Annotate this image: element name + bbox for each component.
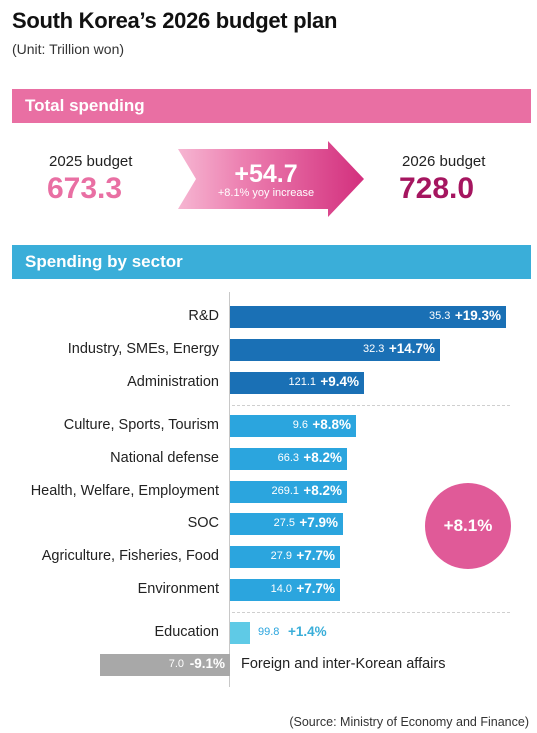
sector-bar: 27.9 +7.7% [230,546,340,568]
sector-label: Industry, SMEs, Energy [67,341,219,357]
sector-bar: 7.0 -9.1% [100,654,230,676]
bar-change-label: +7.9% [299,515,338,530]
bar-change-label: +8.2% [303,483,342,498]
bar-budget-value: 99.8 [258,626,280,638]
sector-bar: 27.5 +7.9% [230,513,343,535]
increase-arrow-icon [178,141,364,217]
bar-change-label: +1.4% [288,624,327,639]
spending-by-sector-band: Spending by sector [12,245,531,279]
bar-change-label: -9.1% [189,656,225,671]
group-separator [232,612,510,613]
sector-bar: 269.1 +8.2% [230,481,347,503]
increase-note: +8.1% yoy increase [217,187,315,199]
budget-2025-value: 673.3 [47,172,123,205]
bar-budget-value: 66.3 [277,452,299,464]
sector-bar: 9.6 +8.8% [230,415,356,437]
bar-budget-value: 27.5 [273,517,295,529]
sector-label: SOC [187,515,219,531]
bar-change-label: +7.7% [296,581,335,596]
overall-change-circle: +8.1% [425,483,511,569]
chart-title: South Korea’s 2026 budget plan [12,8,338,33]
sector-label: Education [154,624,220,640]
budget-2026-label: 2026 budget [402,153,486,170]
source-note: (Source: Ministry of Economy and Finance… [289,715,529,729]
axis-line [229,292,230,687]
sector-bar: 121.1 +9.4% [230,372,364,394]
group-separator [232,405,510,406]
sector-bar: 14.0 +7.7% [230,579,340,601]
bar-change-label: +8.2% [303,450,342,465]
bar-budget-value: 14.0 [270,583,292,595]
bar-budget-value: 32.3 [362,343,385,355]
bar-budget-value: 7.0 [168,658,184,670]
sector-label: Environment [137,581,219,597]
sector-label: Culture, Sports, Tourism [63,417,219,433]
sector-label: Agriculture, Fisheries, Food [41,548,219,564]
bar-change-label: +9.4% [320,374,359,389]
sector-bar: 32.3 +14.7% [230,339,440,361]
bar-change-label: +8.8% [312,417,351,432]
bar-change-label: +14.7% [388,341,435,356]
bar-change-label: +7.7% [296,548,335,563]
bar-change-label: +19.3% [454,308,501,323]
sector-bar [230,622,250,644]
total-spending-band: Total spending [12,89,531,123]
sector-label: National defense [110,450,219,466]
sector-bar: 66.3 +8.2% [230,448,347,470]
bar-budget-value: 9.6 [292,419,308,431]
bar-budget-value: 35.3 [428,310,451,322]
sector-label: R&D [188,308,219,324]
budget-2026-value: 728.0 [399,172,475,205]
sector-label: Health, Welfare, Employment [30,483,219,499]
bar-budget-value: 27.9 [270,550,292,562]
sector-bar: 35.3 +19.3% [230,306,506,328]
bar-budget-value: 121.1 [288,376,316,388]
budget-2025-label: 2025 budget [49,153,133,170]
unit-note: (Unit: Trillion won) [12,41,125,57]
bar-budget-value: 269.1 [271,485,299,497]
sector-label: Administration [127,374,219,390]
sector-label: Foreign and inter-Korean affairs [241,656,446,672]
increase-value: +54.7 [234,160,298,188]
